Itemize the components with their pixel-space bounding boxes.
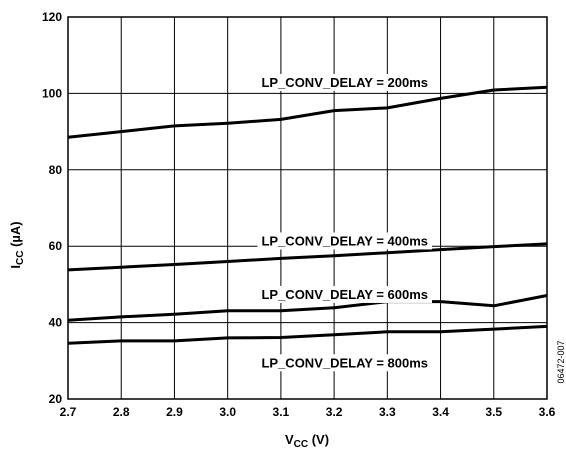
series-lines [67, 85, 548, 345]
series-label-1: LP_CONV_DELAY = 200ms [261, 75, 428, 90]
x-tick-label: 3.1 [273, 405, 290, 419]
y-tick-label: 80 [49, 163, 63, 177]
x-tick-label: 3.2 [326, 405, 343, 419]
y-tick-label: 60 [49, 239, 63, 253]
y-axis-label-unit: (µA) [8, 221, 23, 250]
series-label-4: LP_CONV_DELAY = 800ms [261, 355, 428, 370]
series-line-1 [67, 85, 548, 139]
y-tick-label: 120 [42, 10, 62, 24]
x-axis-label: VCC (V) [285, 432, 329, 450]
x-tick-label: 3.0 [219, 405, 236, 419]
series-labels: LP_CONV_DELAY = 200ms LP_CONV_DELAY = 400… [257, 73, 433, 372]
y-tick-label: 20 [49, 392, 63, 406]
x-axis-label-unit: (V) [308, 432, 329, 447]
series-label-background [257, 73, 433, 91]
x-tick-label: 3.5 [485, 405, 502, 419]
y-axis-label: ICC (µA) [8, 221, 26, 268]
series-label-background [257, 285, 433, 303]
plot-frame [67, 16, 548, 400]
series-label-2: LP_CONV_DELAY = 400ms [261, 233, 428, 248]
y-tick-label: 100 [42, 86, 62, 100]
x-axis-label-symbol: V [285, 432, 294, 447]
x-tick-label: 2.8 [113, 405, 130, 419]
x-tick-label: 3.6 [539, 405, 556, 419]
y-axis-label-symbol: I [8, 265, 23, 269]
x-tick-label: 2.7 [60, 405, 77, 419]
figure-id: 06472-007 [556, 340, 566, 383]
y-tick-labels: 20 40 60 80 100 120 [42, 10, 62, 406]
x-tick-label: 3.3 [379, 405, 396, 419]
x-axis-label-subscript: CC [294, 439, 308, 450]
series-label-background [257, 354, 433, 372]
x-tick-labels: 2.7 2.8 2.9 3.0 3.1 3.2 3.3 3.4 3.5 3.6 [60, 405, 556, 419]
x-tick-label: 2.9 [166, 405, 183, 419]
x-tick-label: 3.4 [432, 405, 449, 419]
y-tick-label: 40 [49, 316, 63, 330]
series-label-background [257, 232, 433, 250]
y-axis-label-subscript: CC [15, 251, 26, 265]
series-line-2 [67, 242, 548, 272]
series-label-3: LP_CONV_DELAY = 600ms [261, 287, 428, 302]
series-line-3 [67, 294, 548, 322]
series-line-4 [67, 324, 548, 345]
